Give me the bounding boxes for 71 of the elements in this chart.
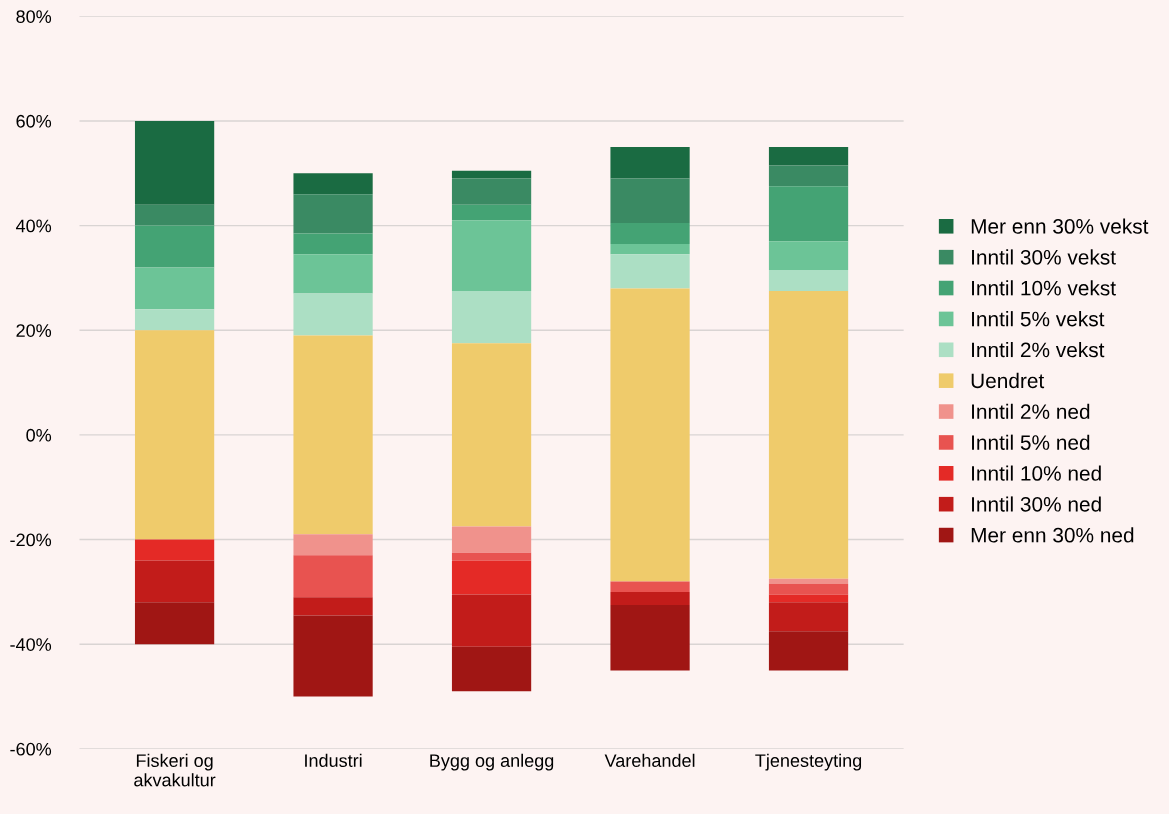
bar xyxy=(768,631,849,671)
legend-label: Inntil 30% vekst xyxy=(972,249,1116,265)
bar xyxy=(293,194,373,234)
bar xyxy=(451,560,532,595)
y-tick-label: -60% xyxy=(10,742,52,756)
bar xyxy=(610,254,690,289)
legend-label: Inntil 2% ned xyxy=(972,403,1090,420)
bar xyxy=(293,173,373,195)
legend-label: Inntil 10% ned xyxy=(972,465,1101,481)
bar xyxy=(768,165,849,187)
bar xyxy=(610,288,690,582)
bar xyxy=(610,591,690,605)
bar xyxy=(451,178,532,205)
bar xyxy=(134,539,215,561)
bar xyxy=(134,267,215,310)
bar xyxy=(451,646,532,692)
bar xyxy=(134,120,215,205)
bar xyxy=(610,178,690,223)
bar xyxy=(451,204,532,221)
legend-label: Inntil 30% ned xyxy=(972,496,1101,512)
bar xyxy=(768,584,849,595)
bar xyxy=(610,222,690,244)
bar xyxy=(768,602,849,632)
bar xyxy=(768,186,849,242)
bar xyxy=(293,534,373,556)
legend-label: Inntil 10% vekst xyxy=(972,280,1116,296)
bar xyxy=(293,555,373,598)
bar xyxy=(293,293,373,336)
bar xyxy=(134,602,215,645)
x-tick-label: Industri xyxy=(305,753,362,767)
bar xyxy=(451,594,532,647)
legend-label: Inntil 2% vekst xyxy=(972,341,1105,358)
bar xyxy=(134,225,215,268)
x-tick-label: Tjenesteyting xyxy=(755,753,862,771)
bar xyxy=(610,604,690,671)
legend-label: Inntil 5% vekst xyxy=(972,311,1105,327)
bar xyxy=(451,526,532,553)
y-tick-label: 40% xyxy=(15,219,52,233)
x-tick-label: Bygg og anlegg xyxy=(430,753,554,771)
bar xyxy=(610,581,690,592)
y-tick-label: 0% xyxy=(26,428,52,442)
bar xyxy=(768,147,849,166)
bar xyxy=(451,291,532,344)
bar xyxy=(293,335,373,535)
legend-label: Mer enn 30% vekst xyxy=(971,218,1149,234)
bar xyxy=(768,578,849,585)
bar xyxy=(293,233,373,255)
legend-label: Mer enn 30% ned xyxy=(971,527,1134,543)
y-tick-label: -20% xyxy=(10,533,52,547)
bar xyxy=(134,204,215,226)
bar xyxy=(293,597,373,616)
bar xyxy=(451,220,532,291)
bar xyxy=(134,309,215,331)
legend-label: Uendret xyxy=(971,372,1045,389)
y-tick-label: 60% xyxy=(16,114,52,128)
y-tick-label: 80% xyxy=(16,10,52,23)
bar xyxy=(768,241,849,271)
y-tick-label: -40% xyxy=(10,638,52,651)
bar xyxy=(768,291,849,579)
bar xyxy=(610,147,690,179)
x-tick-label: Fiskeri og akvakultur xyxy=(134,753,216,787)
bar xyxy=(768,270,849,291)
legend-label: Inntil 5% ned xyxy=(972,434,1090,450)
y-tick-label: 20% xyxy=(16,324,52,337)
bar xyxy=(293,254,373,294)
x-tick-label: Varehandel xyxy=(604,753,695,767)
bar xyxy=(134,330,215,540)
bar xyxy=(293,615,373,697)
bar xyxy=(451,343,532,527)
bar xyxy=(134,560,215,603)
bar xyxy=(610,243,690,255)
